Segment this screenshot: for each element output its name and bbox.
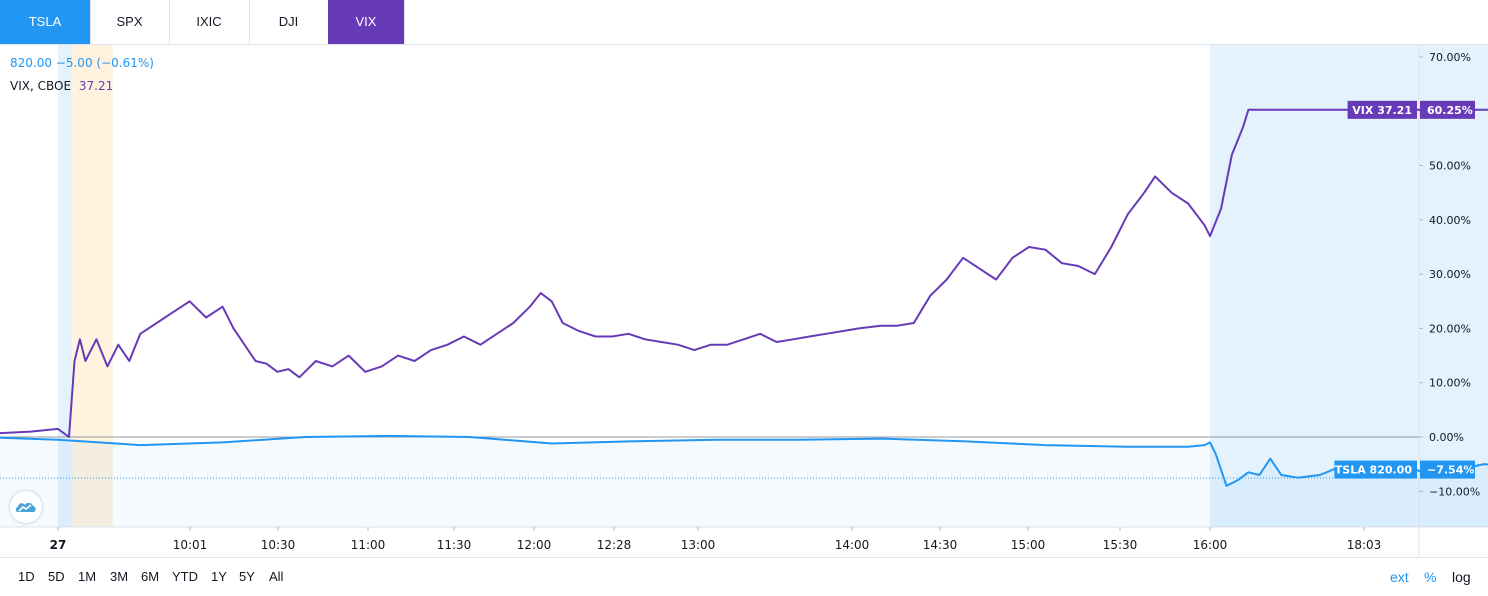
x-tick-label-0: 27 <box>50 538 67 552</box>
session-shade-0 <box>58 45 72 527</box>
tsla-last-label: TSLA 820.00 <box>1335 464 1413 477</box>
x-tick-label-10: 15:00 <box>1011 538 1046 552</box>
tab-tsla[interactable]: TSLA <box>0 0 91 44</box>
x-tick-label-4: 11:30 <box>437 538 472 552</box>
vix-legend: VIX, CBOE 37.21 <box>10 79 113 93</box>
y-tick-label-4: 30.00% <box>1429 268 1471 281</box>
x-tick-label-7: 13:00 <box>681 538 716 552</box>
cloud-logo-icon <box>15 502 36 512</box>
session-shade-1 <box>71 45 113 527</box>
y-tick-label-5: 20.00% <box>1429 322 1471 335</box>
tsla-last-percent-bg <box>1420 460 1475 479</box>
range-6m[interactable]: 6M <box>141 569 160 584</box>
tsla-legend: 820.00 −5.00 (−0.61%) <box>10 56 154 70</box>
x-tick-label-11: 15:30 <box>1103 538 1138 552</box>
vix-last-percent: 60.25% <box>1427 104 1473 117</box>
log-toggle[interactable]: log <box>1452 569 1471 585</box>
symbol-tabs: TSLA SPX IXIC DJI VIX <box>0 0 1488 45</box>
tradingview-logo[interactable] <box>10 491 42 523</box>
ext-toggle[interactable]: ext <box>1390 569 1409 585</box>
x-tick-label-1: 10:01 <box>173 538 208 552</box>
percent-toggle[interactable]: % <box>1424 569 1437 585</box>
vix-legend-value: 37.21 <box>78 79 114 93</box>
range-all[interactable]: All <box>269 569 284 584</box>
x-tick-label-13: 18:03 <box>1347 538 1382 552</box>
chart-area[interactable]: 70.00%60.00%50.00%40.00%30.00%20.00%10.0… <box>0 45 1488 557</box>
x-tick-label-6: 12:28 <box>597 538 632 552</box>
tab-dji[interactable]: DJI <box>249 0 329 44</box>
x-tick-label-5: 12:00 <box>517 538 552 552</box>
range-ytd[interactable]: YTD <box>172 569 198 584</box>
y-tick-label-6: 10.00% <box>1429 377 1471 390</box>
x-tick-label-12: 16:00 <box>1193 538 1228 552</box>
tsla-area <box>0 435 1488 527</box>
vix-legend-name: VIX, CBOE <box>10 79 72 93</box>
range-5y[interactable]: 5Y <box>239 569 255 584</box>
y-tick-label-2: 50.00% <box>1429 160 1471 173</box>
range-1y[interactable]: 1Y <box>211 569 227 584</box>
tsla-last-percent: −7.54% <box>1427 464 1474 477</box>
vix-last-label-bg <box>1347 100 1417 119</box>
tab-spx[interactable]: SPX <box>90 0 170 44</box>
x-tick-label-2: 10:30 <box>261 538 296 552</box>
vix-last-percent-bg <box>1420 100 1475 119</box>
y-tick-label-8: −10.00% <box>1429 485 1480 498</box>
x-tick-label-3: 11:00 <box>351 538 386 552</box>
x-tick-label-8: 14:00 <box>835 538 870 552</box>
y-tick-label-7: 0.00% <box>1429 431 1464 444</box>
vix-last-label: VIX 37.21 <box>1352 104 1412 117</box>
vix-line <box>0 108 1488 438</box>
bottom-toolbar: 1D 5D 1M 3M 6M YTD 1Y 5Y All ext % log <box>0 557 1488 596</box>
y-tick-label-0: 70.00% <box>1429 51 1471 64</box>
x-tick-label-9: 14:30 <box>923 538 958 552</box>
session-shade-2 <box>1210 45 1488 527</box>
tab-ixic[interactable]: IXIC <box>169 0 250 44</box>
range-1m[interactable]: 1M <box>78 569 97 584</box>
range-5d[interactable]: 5D <box>48 569 65 584</box>
range-1d[interactable]: 1D <box>18 569 35 584</box>
chart-canvas[interactable]: 70.00%60.00%50.00%40.00%30.00%20.00%10.0… <box>0 45 1488 557</box>
y-tick-label-3: 40.00% <box>1429 214 1471 227</box>
tsla-last-label-bg <box>1334 460 1417 479</box>
tab-vix[interactable]: VIX <box>328 0 405 44</box>
range-3m[interactable]: 3M <box>110 569 129 584</box>
